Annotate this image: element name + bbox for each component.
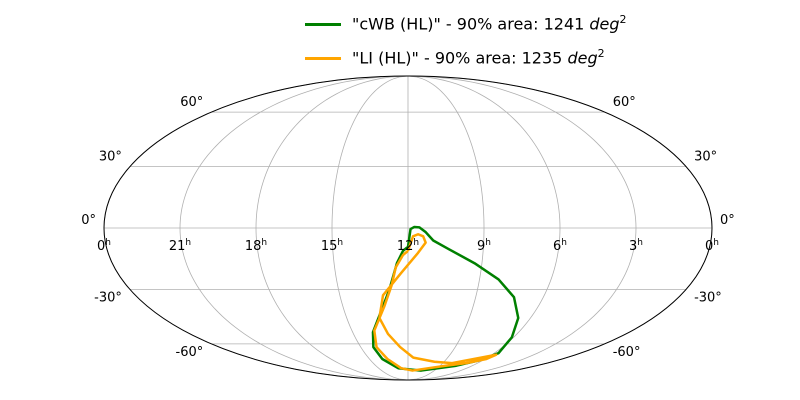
graticule-grid — [103, 75, 713, 381]
ra-tick-label: 9h — [477, 238, 491, 254]
series-contour-1 — [373, 233, 498, 372]
ra-tick-label: 21h — [169, 238, 191, 254]
dec-tick-label-left: 30° — [99, 150, 122, 165]
legend-unit-cwb: deg — [589, 14, 620, 34]
legend-swatch-li — [305, 57, 341, 60]
dec-tick-label-right: -60° — [613, 345, 641, 360]
dec-tick-label-left: 60° — [180, 95, 203, 110]
ra-tick-label: 3h — [629, 238, 643, 254]
series-contour-0 — [371, 225, 520, 372]
ra-tick-label: 15h — [321, 238, 343, 254]
legend-unit-li: deg — [567, 48, 598, 68]
dec-tick-label-right: 30° — [694, 150, 717, 165]
ra-tick-label: 6h — [553, 238, 567, 254]
dec-tick-label-left: -30° — [94, 290, 122, 305]
legend-label-li: "LI (HL)" - 90% area: 1235 — [352, 48, 563, 68]
contour-layer — [371, 225, 520, 372]
legend-unit-exp-cwb: 2 — [619, 13, 627, 26]
dec-tick-label-left: -60° — [176, 345, 204, 360]
legend-swatch-cwb — [305, 23, 341, 26]
legend-unit-exp-li: 2 — [597, 47, 605, 60]
ra-tick-label: 0h — [705, 238, 719, 254]
ra-tick-label: 18h — [245, 238, 267, 254]
sky-map-border — [103, 75, 713, 381]
dec-tick-label-left: 0° — [81, 213, 96, 228]
dec-tick-label-right: -30° — [694, 290, 722, 305]
legend-label-cwb: "cWB (HL)" - 90% area: 1241 — [352, 14, 585, 34]
dec-tick-label-right: 60° — [613, 95, 636, 110]
ra-tick-label: 0h — [97, 238, 111, 254]
ra-tick-label: 12h — [397, 238, 419, 254]
dec-tick-label-right: 0° — [720, 213, 735, 228]
